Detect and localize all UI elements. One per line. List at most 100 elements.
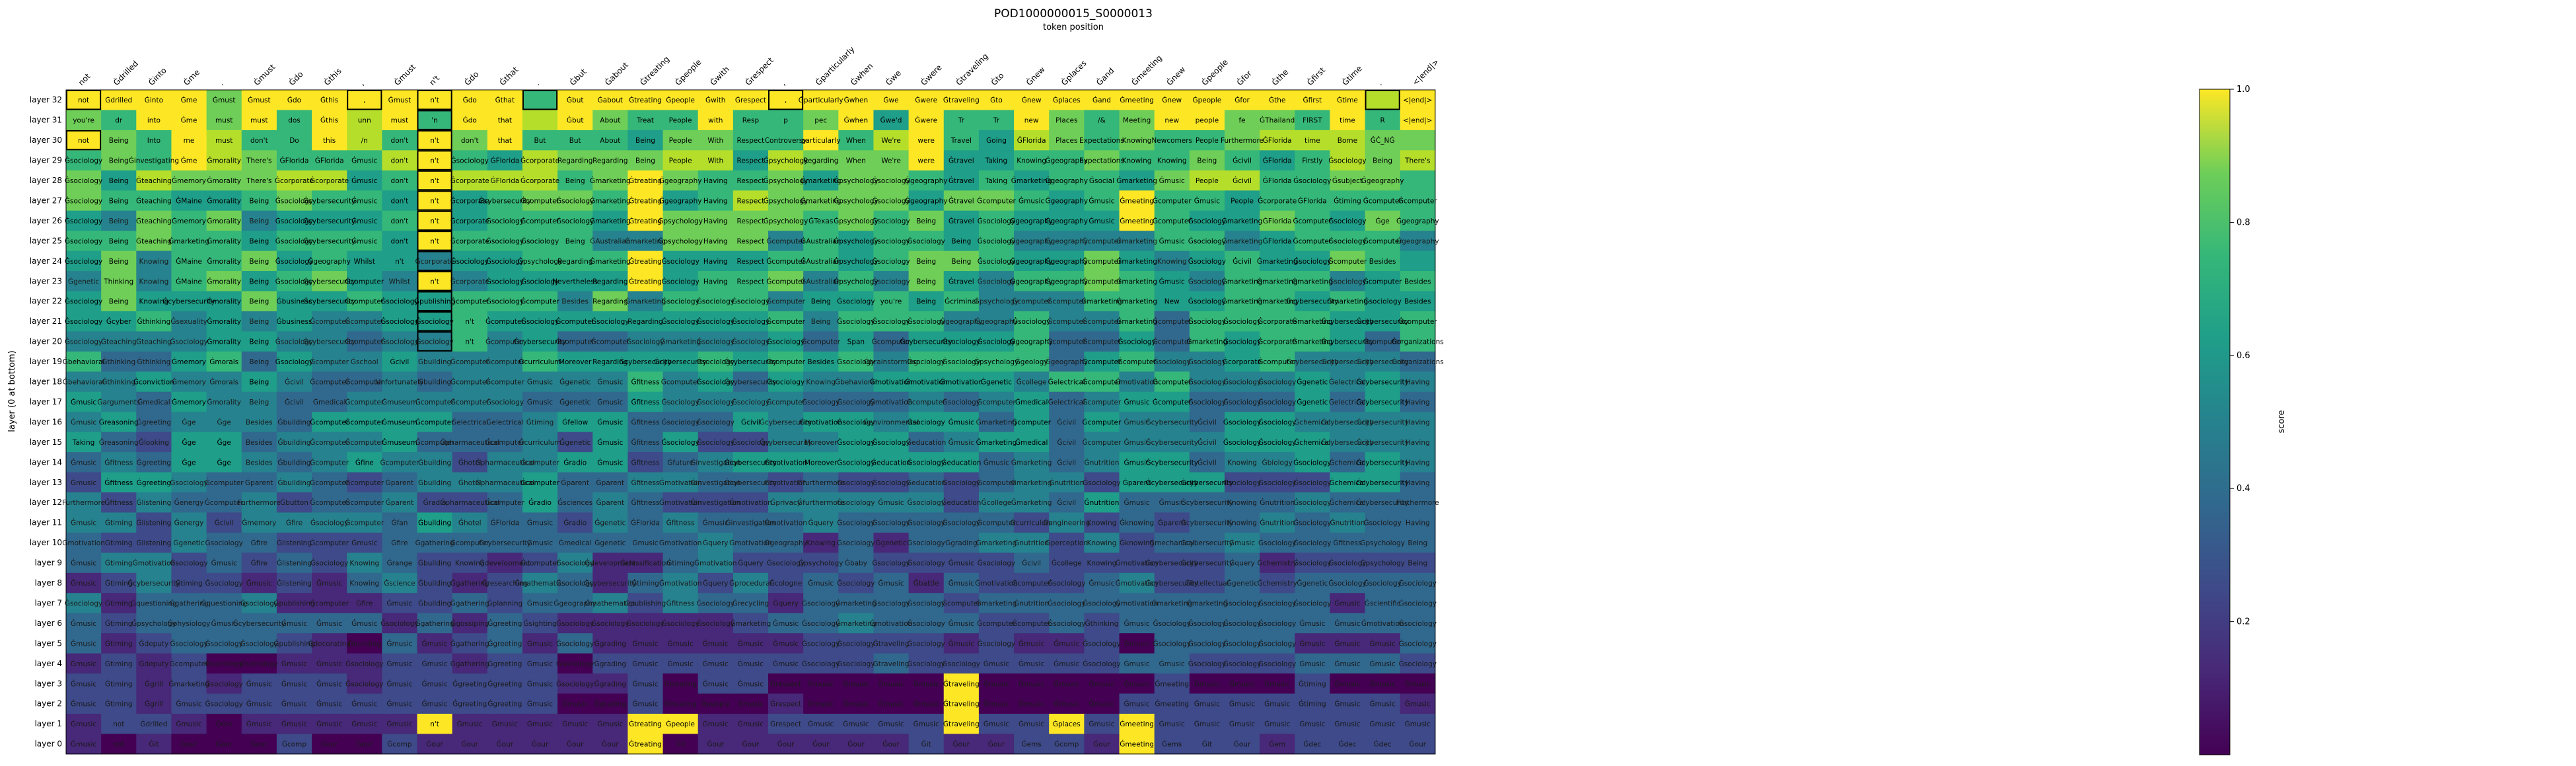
heatmap-cell-label: Ġsociology	[275, 358, 313, 366]
heatmap-cell-label: Ġcorporate	[310, 176, 349, 185]
heatmap-cell-label: Ġcorporate	[450, 237, 489, 245]
heatmap-cell	[908, 110, 945, 131]
heatmap-cell	[101, 170, 137, 191]
heatmap-cell-label: Ġbehavioral	[63, 378, 105, 387]
heatmap-cell-label: Ġgreeting	[487, 660, 522, 668]
heatmap-cell-label: Being	[916, 298, 936, 306]
heatmap-cell	[698, 90, 734, 110]
heatmap-cell	[312, 170, 347, 191]
heatmap-cell-label: Ġour	[812, 740, 830, 749]
heatmap-cell-label: Ġcybersecurity	[1181, 559, 1234, 568]
heatmap-cell-label: Resp	[742, 117, 760, 125]
heatmap-cell	[241, 351, 277, 372]
heatmap-cell-label: Ġsociology	[521, 317, 559, 326]
heatmap-cell	[171, 572, 207, 594]
heatmap-cell	[1365, 331, 1401, 352]
heatmap-cell	[206, 271, 242, 291]
heatmap-cell	[943, 351, 980, 372]
heatmap-cell-label: Ġcomputer	[1083, 277, 1122, 286]
heatmap-cell-label: Ġfitness	[631, 479, 660, 487]
heatmap-cell-label: Ġsociology	[1328, 157, 1366, 165]
heatmap-cell	[417, 512, 453, 533]
heatmap-cell	[873, 190, 910, 211]
heatmap-cell-label: Ġtravel	[948, 176, 974, 185]
heatmap-cell-label: Ġour	[356, 740, 373, 749]
heatmap-cell-label: Ġmusic	[562, 700, 588, 709]
heatmap-cell	[276, 472, 312, 493]
heatmap-cell-label: Ġmusic	[1194, 679, 1220, 688]
heatmap-cell-label: Taking	[985, 157, 1007, 165]
heatmap-cell	[873, 271, 910, 291]
heatmap-cell-label: Ġpublishing	[273, 599, 314, 607]
heatmap-cell-label: Ġcybersecurity	[303, 196, 356, 205]
heatmap-cell-label: Ġcomputer	[450, 358, 489, 366]
heatmap-cell-label: Ġmusic	[948, 559, 974, 568]
heatmap-cell	[487, 553, 523, 574]
heatmap-cell	[662, 653, 699, 674]
heatmap-cell	[101, 432, 137, 453]
heatmap-cell	[276, 150, 312, 171]
y-tick-label: layer 9	[34, 558, 62, 568]
heatmap-cell	[698, 210, 734, 231]
heatmap-cell	[312, 572, 347, 594]
heatmap-cell-label: Knowing	[1227, 519, 1257, 527]
heatmap-cell-label: Ġmarketing	[1011, 498, 1052, 507]
heatmap-cell	[1154, 492, 1190, 513]
heatmap-cell	[66, 311, 102, 332]
heatmap-cell	[1224, 472, 1260, 493]
heatmap-cell-label: Being	[249, 298, 269, 306]
heatmap-cell	[1119, 452, 1155, 473]
heatmap-cell	[627, 110, 664, 131]
heatmap-cell	[312, 673, 347, 694]
heatmap-cell-label: Ġcomputer	[1153, 317, 1192, 326]
heatmap-cell-label: Ġcivil	[215, 519, 234, 527]
heatmap-cell-label: Ġsociology	[345, 679, 383, 688]
heatmap-cell-label: Ġgrading	[594, 679, 626, 688]
heatmap-cell-label: Ġcomputer	[942, 599, 981, 607]
x-axis-position-label: token position	[1043, 22, 1104, 32]
heatmap-cell	[136, 572, 172, 594]
heatmap-cell-label: Ġsociology	[872, 559, 910, 568]
heatmap-cell-label: Ġsociology	[661, 317, 699, 326]
heatmap-cell	[1224, 331, 1260, 352]
heatmap-cell-label: Being	[1408, 539, 1427, 547]
heatmap-cell	[382, 492, 417, 513]
heatmap-cell	[1119, 512, 1155, 533]
heatmap-cell-label: Ġmusic	[351, 619, 377, 628]
heatmap-cell-label: Ġmarketing	[1116, 257, 1157, 266]
heatmap-cell-label: Being	[109, 197, 129, 205]
heatmap-cell-label: Ġsociology	[170, 559, 207, 568]
heatmap-cell-label: Ġeducation	[941, 498, 981, 507]
heatmap-cell-label: Regarding	[557, 258, 592, 266]
heatmap-cell-label: New	[1164, 298, 1180, 306]
heatmap-cell	[136, 452, 172, 473]
heatmap-cell	[733, 613, 769, 634]
heatmap-cell	[1330, 311, 1366, 332]
heatmap-cell-label: Ġsociology	[1223, 338, 1261, 346]
heatmap-cell-label: When	[846, 157, 866, 165]
heatmap-cell	[1049, 613, 1085, 634]
heatmap-cell	[417, 110, 453, 131]
heatmap-cell-label: Ġour	[707, 740, 724, 749]
heatmap-cell	[452, 472, 488, 493]
heatmap-cell-label: Ġsociology	[697, 599, 734, 607]
heatmap-cell	[1365, 291, 1401, 312]
heatmap-cell	[241, 492, 277, 513]
heatmap-cell	[417, 150, 453, 171]
heatmap-cell-label: me	[184, 137, 195, 145]
heatmap-cell	[627, 432, 664, 453]
heatmap-cell	[487, 512, 523, 533]
heatmap-cell-label: Ġcomputer	[310, 418, 349, 426]
heatmap-cell-label: Ġtraveling	[943, 700, 980, 709]
heatmap-cell-label: Ġgenetic	[68, 277, 99, 286]
heatmap-cell	[838, 713, 874, 734]
heatmap-cell-label: Ġmotivation	[940, 378, 983, 387]
heatmap-cell-label: Besides	[246, 439, 273, 447]
heatmap-cell	[312, 371, 347, 393]
heatmap-cell	[1049, 311, 1085, 332]
heatmap-cell	[768, 553, 804, 574]
heatmap-cell	[698, 673, 734, 694]
heatmap-cell	[487, 371, 523, 393]
heatmap-cell	[276, 331, 312, 352]
heatmap-cell-label: Ġsociology	[1223, 619, 1261, 628]
